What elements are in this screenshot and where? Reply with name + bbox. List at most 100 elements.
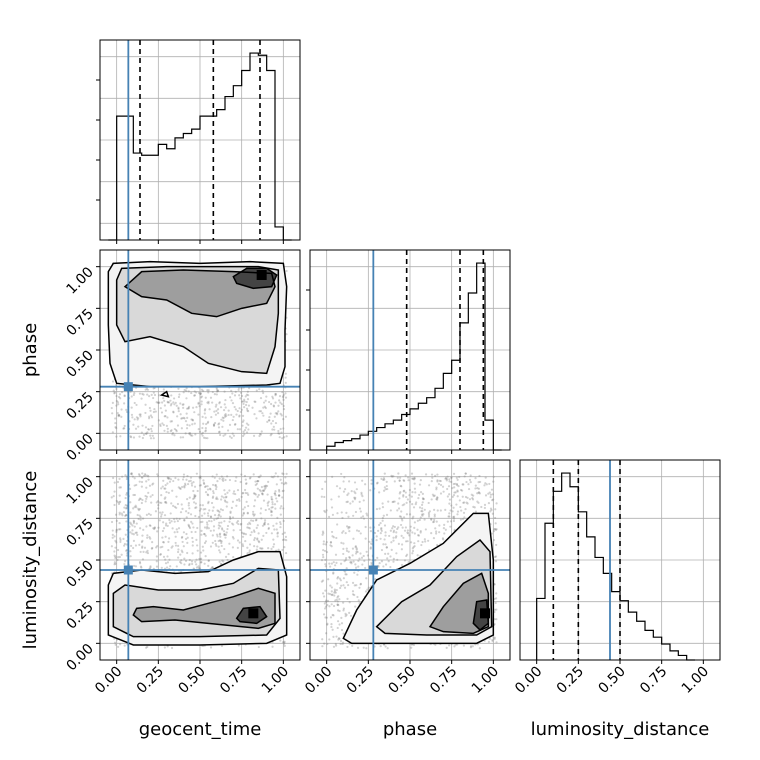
sample-point [340, 628, 344, 632]
sample-point [410, 646, 413, 649]
sample-point [189, 479, 192, 482]
sample-point [260, 430, 263, 433]
sample-point [357, 559, 360, 563]
sample-point [164, 558, 167, 561]
sample-point [249, 533, 252, 537]
sample-point [445, 479, 448, 482]
sample-point [337, 638, 340, 641]
sample-point [413, 532, 416, 535]
sample-point [137, 473, 141, 476]
sample-point [245, 431, 249, 434]
sample-point [419, 530, 422, 533]
sample-point [284, 396, 288, 399]
sample-point [164, 524, 168, 527]
sample-point [336, 575, 340, 579]
sample-point [113, 641, 117, 644]
sample-point [474, 477, 477, 480]
sample-point [263, 488, 266, 491]
sample-point [240, 531, 244, 534]
sample-point [124, 533, 127, 536]
sample-point [114, 555, 117, 558]
sample-point [283, 483, 286, 486]
sample-point [118, 511, 121, 514]
sample-point [179, 511, 183, 514]
sample-point [201, 520, 204, 524]
sample-point [451, 495, 454, 498]
sample-point [431, 476, 434, 479]
sample-point [234, 492, 237, 496]
sample-point [324, 543, 327, 546]
sample-point [466, 502, 469, 505]
sample-point [188, 507, 191, 510]
sample-point [282, 393, 285, 396]
sample-point [464, 508, 467, 511]
sample-point [351, 590, 355, 593]
sample-point [340, 622, 344, 625]
contour-line [235, 605, 268, 625]
sample-point [185, 389, 188, 392]
sample-point [284, 376, 287, 379]
sample-point [171, 527, 174, 530]
sample-point [207, 514, 210, 517]
sample-point [243, 532, 246, 535]
sample-point [452, 482, 455, 486]
sample-point [193, 422, 196, 425]
sample-point [277, 404, 280, 407]
sample-point [456, 478, 459, 481]
sample-point [133, 505, 136, 509]
sample-point [244, 533, 248, 536]
sample-point [121, 475, 124, 478]
sample-point [493, 528, 496, 531]
sample-point [448, 512, 451, 515]
sample-point [202, 481, 206, 484]
sample-point [185, 412, 188, 415]
sample-point [150, 393, 153, 396]
sample-point [435, 530, 438, 533]
sample-point [155, 565, 159, 568]
sample-point [199, 477, 202, 480]
sample-point [248, 551, 251, 554]
sample-point [284, 535, 288, 538]
sample-point [263, 523, 266, 526]
sample-point [239, 523, 242, 526]
sample-point [143, 473, 147, 476]
sample-point [270, 514, 273, 517]
contour-line [428, 572, 490, 635]
sample-point [437, 482, 441, 486]
sample-point [224, 478, 227, 482]
x-tick-label: 0.75 [637, 664, 670, 697]
sample-point [263, 522, 266, 525]
sample-point [162, 521, 165, 524]
sample-point [455, 482, 459, 486]
sample-point [446, 487, 449, 491]
sample-point [138, 435, 141, 438]
sample-point [135, 483, 138, 487]
sample-point [282, 519, 285, 523]
sample-point [196, 526, 199, 530]
sample-point [218, 549, 221, 552]
sample-point [153, 408, 156, 411]
sample-point [156, 401, 160, 404]
sample-point [276, 475, 280, 478]
sample-point [191, 562, 194, 566]
sample-point [230, 413, 233, 416]
sample-point [217, 423, 220, 426]
sample-point [262, 414, 265, 417]
sample-point [206, 512, 210, 515]
sample-point [268, 508, 271, 511]
sample-point [211, 496, 214, 499]
sample-point [378, 523, 381, 527]
sample-point [326, 599, 330, 602]
sample-point [185, 427, 189, 430]
sample-point [169, 565, 172, 568]
sample-point [191, 544, 194, 547]
sample-point [238, 407, 241, 410]
sample-point [325, 540, 328, 544]
sample-point [223, 403, 226, 406]
sample-point [219, 535, 222, 538]
sample-point [178, 560, 182, 564]
sample-point [494, 508, 497, 511]
sample-point [342, 542, 345, 545]
sample-point [183, 557, 186, 560]
sample-point [273, 492, 276, 495]
